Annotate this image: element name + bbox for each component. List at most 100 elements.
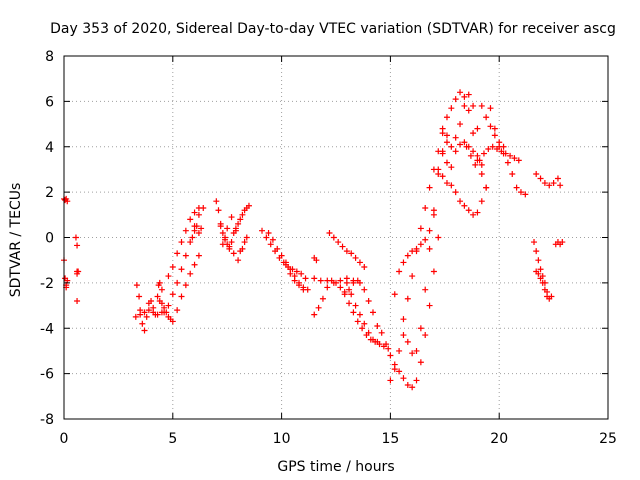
data-point (178, 293, 185, 300)
data-point (535, 270, 542, 277)
data-point (391, 366, 398, 373)
data-point (400, 332, 407, 339)
data-point (136, 293, 143, 300)
data-point (311, 275, 318, 282)
data-point (541, 286, 548, 293)
data-point (330, 234, 337, 241)
data-point (191, 209, 198, 216)
data-point (313, 257, 320, 264)
data-point (291, 277, 298, 284)
series-s4 (133, 279, 165, 334)
data-point (154, 293, 161, 300)
data-point (533, 248, 540, 255)
data-point (222, 234, 229, 241)
data-point (413, 248, 420, 255)
data-point (435, 234, 442, 241)
data-point (472, 161, 479, 168)
data-point (426, 227, 433, 234)
y-tick-label: -6 (40, 367, 54, 383)
data-point (417, 225, 424, 232)
data-point (243, 234, 250, 241)
data-point (467, 152, 474, 159)
data-point (352, 302, 359, 309)
chart-title: Day 353 of 2020, Sidereal Day-to-day VTE… (50, 21, 616, 37)
data-point (474, 125, 481, 132)
data-point (337, 284, 344, 291)
data-point (378, 329, 385, 336)
data-point (213, 198, 220, 205)
data-point (448, 182, 455, 189)
data-point (356, 279, 363, 286)
data-point (461, 102, 468, 109)
data-point (298, 270, 305, 277)
series-s28 (443, 91, 481, 150)
series-s6 (156, 252, 202, 325)
data-point (452, 189, 459, 196)
data-point (169, 263, 176, 270)
x-tick-label: 20 (490, 431, 508, 447)
series-s21 (343, 279, 381, 345)
y-tick-label: -2 (40, 276, 54, 292)
data-point (448, 105, 455, 112)
data-point (324, 277, 331, 284)
data-point (511, 155, 518, 162)
data-point (539, 279, 546, 286)
data-point (169, 318, 176, 325)
series-s25 (391, 211, 437, 298)
data-point (404, 295, 411, 302)
data-point (483, 114, 490, 121)
data-point (187, 270, 194, 277)
data-point (400, 375, 407, 382)
data-point (478, 170, 485, 177)
data-point (317, 277, 324, 284)
data-point (409, 273, 416, 280)
data-point (361, 320, 368, 327)
data-point (522, 191, 529, 198)
data-point (391, 291, 398, 298)
y-axis-label: SDTVAR / TECUs (8, 183, 24, 298)
data-point (182, 252, 189, 259)
series-s30 (439, 139, 485, 171)
data-point (341, 288, 348, 295)
data-point (537, 275, 544, 282)
data-point (400, 316, 407, 323)
data-point (165, 273, 172, 280)
series-s15 (282, 261, 307, 293)
data-point (478, 102, 485, 109)
data-point (74, 298, 81, 305)
data-point (422, 332, 429, 339)
data-point (237, 216, 244, 223)
data-point (470, 148, 477, 155)
data-point (150, 309, 157, 316)
data-point (326, 229, 333, 236)
x-tick-label: 15 (381, 431, 399, 447)
data-point (396, 268, 403, 275)
data-point (452, 134, 459, 141)
data-point (452, 148, 459, 155)
data-point (365, 298, 372, 305)
data-point (302, 275, 309, 282)
data-point (198, 225, 205, 232)
data-point (174, 250, 181, 257)
data-point (513, 184, 520, 191)
data-point (480, 150, 487, 157)
data-point (400, 259, 407, 266)
data-point (409, 384, 416, 391)
data-point (348, 250, 355, 257)
series-s32 (487, 105, 529, 198)
data-point (470, 102, 477, 109)
data-point (448, 164, 455, 171)
data-point (278, 252, 285, 259)
data-point (191, 261, 198, 268)
y-tick-label: -8 (40, 412, 54, 428)
data-point (439, 125, 446, 132)
data-point (476, 157, 483, 164)
data-point (75, 268, 82, 275)
data-point (356, 311, 363, 318)
y-tick-label: -4 (40, 321, 54, 337)
data-point (537, 175, 544, 182)
data-point (491, 132, 498, 139)
series-s12 (219, 214, 248, 255)
x-axis-label: GPS time / hours (277, 459, 394, 475)
data-point (422, 205, 429, 212)
